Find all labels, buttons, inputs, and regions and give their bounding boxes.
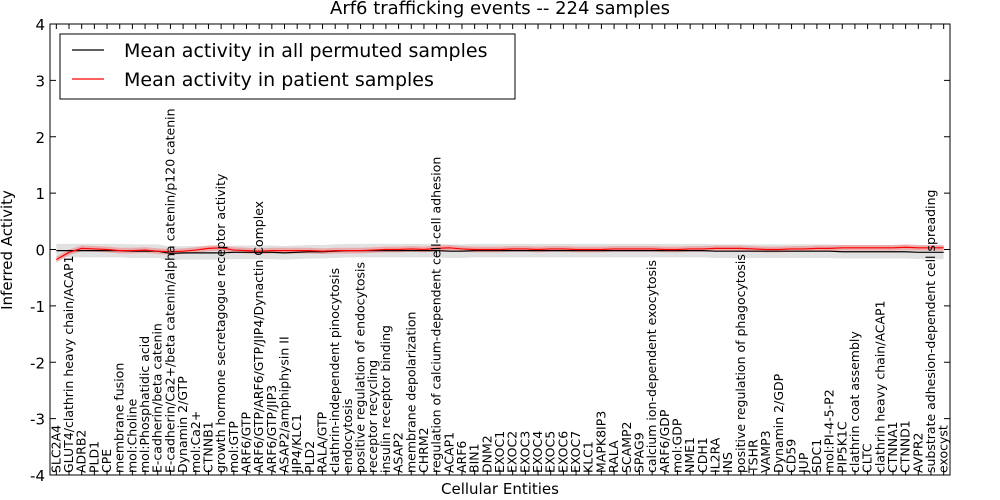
- y-tick-label: 2: [35, 129, 45, 147]
- x-tick-label: EXOC7: [568, 431, 583, 473]
- x-tick-label: ARF6: [454, 441, 469, 473]
- x-tick-label: EXOC2: [505, 431, 520, 473]
- x-tick-label: exocyst: [936, 425, 951, 473]
- legend-box: [59, 33, 516, 100]
- y-tick-label: -3: [30, 411, 45, 429]
- legend-label-permuted: Mean activity in all permuted samples: [124, 40, 487, 62]
- x-tick-label: AVPR2: [910, 433, 925, 473]
- y-tick-label: -4: [30, 467, 45, 485]
- x-tick-label: SPAG9: [631, 432, 646, 473]
- x-tick-label: TSHR: [746, 439, 761, 474]
- x-tick-label: ARF6/GTP/JIP3: [264, 385, 279, 473]
- x-tick-label: GLUT4/clathrin heavy chain/ACAP1: [61, 255, 76, 473]
- x-tick-label: Dynamin 2/GDP: [771, 373, 786, 473]
- y-tick-label: 1: [35, 185, 45, 203]
- x-tick-label: ACAP1: [441, 432, 456, 473]
- x-tick-label: JUP: [796, 452, 811, 474]
- x-tick-label: RALA/GTP: [315, 411, 330, 473]
- line-series-0: [56, 250, 944, 255]
- x-tick-label: SLC2A4: [48, 425, 63, 473]
- x-tick-label: MAPK8IP3: [593, 411, 608, 473]
- x-tick-label: CD59: [784, 439, 799, 473]
- x-tick-label: clathrin-independent pinocytosis: [327, 268, 342, 473]
- x-tick-label: VAMP3: [758, 430, 773, 473]
- x-tick-label: INS: [720, 452, 735, 473]
- x-tick-label: Dynamin 2/GTP: [175, 376, 190, 473]
- x-axis-label: Cellular Entities: [441, 480, 559, 498]
- x-tick-label: CTNND1: [898, 420, 913, 473]
- x-tick-label: receptor recycling: [365, 360, 380, 473]
- y-tick-label: 3: [35, 72, 45, 90]
- x-tick-label: EXOC1: [492, 431, 507, 473]
- x-tick-label: insulin receptor binding: [378, 325, 393, 473]
- y-axis-label: Inferred Activity: [0, 190, 16, 310]
- x-tick-label: mol:GDP: [669, 418, 684, 473]
- x-tick-label: JIP4/KLC1: [289, 414, 304, 474]
- y-tick-label: -1: [30, 298, 45, 316]
- x-tick-label: growth hormone secretagogue receptor act…: [213, 173, 228, 473]
- x-tick-label: clathrin coat assembly: [847, 331, 862, 473]
- x-tick-label: ASAP2: [391, 432, 406, 473]
- x-tick-label: CTNNA1: [885, 421, 900, 473]
- legend: Mean activity in all permuted samples Me…: [59, 33, 516, 100]
- x-tick-label: regulation of calcium-dependent cell-cel…: [429, 157, 444, 473]
- x-tick-label: positive regulation of phagocytosis: [733, 254, 748, 473]
- legend-label-patient: Mean activity in patient samples: [124, 69, 434, 91]
- x-tick-label: EXOC4: [530, 431, 545, 473]
- x-tick-label: CPE: [99, 449, 114, 473]
- chart-title: Arf6 trafficking events -- 224 samples: [330, 0, 670, 19]
- x-tick-label: ASAP2/amphiphysin II: [277, 336, 292, 473]
- x-tick-label: mol:Phosphatidic acid: [137, 336, 152, 473]
- x-tick-label: SCAMP2: [619, 422, 634, 474]
- x-tick-label: substrate adhesion-dependent cell spread…: [923, 190, 938, 473]
- x-tick-label: PIP5K1C: [834, 421, 849, 473]
- x-tick-label: E-cadherin/Ca2+/beta catenin/alpha caten…: [162, 108, 177, 473]
- x-tick-label: EXOC3: [517, 431, 532, 473]
- x-tick-label: mol:PI-4-5-P2: [822, 389, 837, 473]
- x-tick-label: mol:Ca2+: [188, 411, 203, 473]
- x-tick-label: membrane fusion: [112, 363, 127, 473]
- x-tick-label: ADRB2: [74, 430, 89, 473]
- y-axis-ticks: -4 -3 -2 -1 0 1 2 3 4: [30, 16, 950, 485]
- x-tick-label: EXOC5: [543, 431, 558, 473]
- x-tick-label: PLD2: [302, 441, 317, 473]
- series-lines: [56, 246, 944, 261]
- x-tick-label: ARF6/GTP/ARF6/GTP/JIP4/Dynactin Complex: [251, 201, 266, 473]
- x-tick-label: E-cadherin/beta catenin: [150, 323, 165, 473]
- x-tick-label: CTNNB1: [200, 421, 215, 473]
- x-tick-label: endocytosis: [340, 398, 355, 473]
- x-tick-label: CDH1: [695, 437, 710, 473]
- x-tick-label: CLTC: [860, 443, 875, 473]
- x-tick-label: clathrin heavy chain/ACAP1: [872, 300, 887, 473]
- y-tick-label: 4: [35, 16, 45, 34]
- y-tick-label: 0: [35, 242, 45, 260]
- x-tick-label: KLC1: [581, 441, 596, 473]
- x-tick-label: BIN1: [467, 443, 482, 473]
- x-tick-label: IL2RA: [707, 437, 722, 473]
- x-tick-label: EXOC6: [555, 431, 570, 473]
- line-series-1: [56, 246, 944, 261]
- x-tick-label: PLD1: [86, 441, 101, 473]
- plot-frame: [49, 23, 951, 476]
- x-tick-label: CHRM2: [416, 427, 431, 473]
- x-tick-label: positive regulation of endocytosis: [353, 262, 368, 473]
- x-tick-label: NME1: [682, 437, 697, 473]
- x-tick-label: ARF6/GTP: [238, 412, 253, 473]
- x-tick-label: membrane depolarization: [403, 312, 418, 473]
- x-tick-label: SDC1: [809, 439, 824, 473]
- x-tick-label: DNM2: [479, 435, 494, 473]
- x-tick-label: mol:Choline: [124, 398, 139, 473]
- x-tick-label: RALA: [606, 440, 621, 473]
- x-tick-label: mol:GTP: [226, 421, 241, 473]
- x-tick-label: ARF6/GDP: [657, 409, 672, 473]
- y-tick-label: -2: [30, 354, 45, 372]
- x-tick-label: calcium ion-dependent exocytosis: [644, 260, 659, 473]
